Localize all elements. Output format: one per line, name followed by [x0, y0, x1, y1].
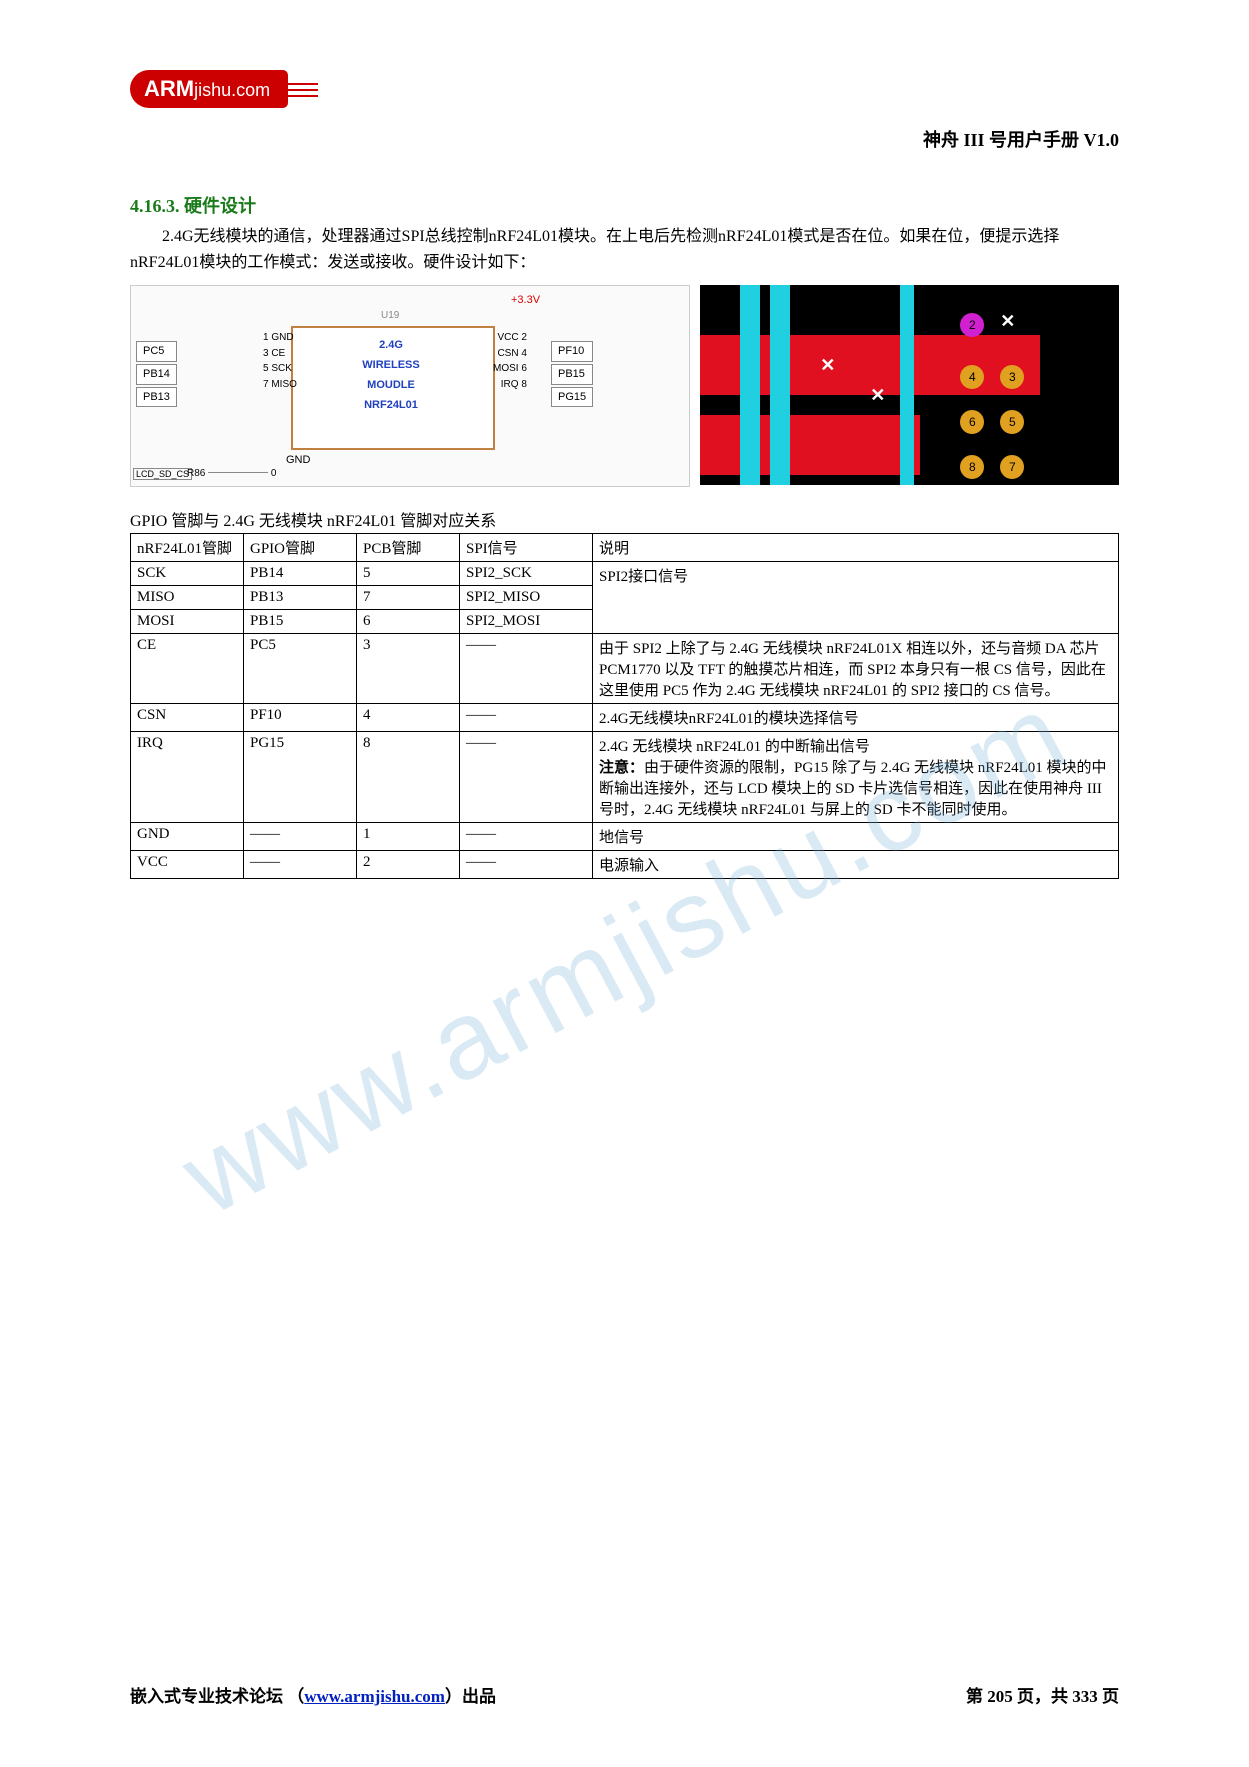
page-footer: 嵌入式专业技术论坛 （www.armjishu.com）出品 第 205 页，共… — [130, 1682, 1119, 1707]
table-cell: PF10 — [244, 704, 357, 732]
pcb-pad: 2 — [960, 313, 984, 337]
table-cell: SPI2接口信号 — [593, 562, 1119, 634]
table-cell: —— — [460, 704, 593, 732]
th: SPI信号 — [460, 534, 593, 562]
table-cell: SPI2_MISO — [460, 586, 593, 610]
table-cell: —— — [460, 634, 593, 704]
th: 说明 — [593, 534, 1119, 562]
logo-arm: ARM — [144, 76, 194, 101]
table-cell: GND — [131, 823, 244, 851]
table-row: VCC——2——电源输入 — [131, 851, 1119, 879]
table-cell: —— — [244, 823, 357, 851]
table-cell: PB14 — [244, 562, 357, 586]
table-cell: 地信号 — [593, 823, 1119, 851]
pcb-pad: 5 — [1000, 410, 1024, 434]
left-signal-labels: PC5 PB14 PB13 — [136, 341, 177, 409]
u-label: U19 — [381, 310, 399, 321]
table-cell: VCC — [131, 851, 244, 879]
th: PCB管脚 — [357, 534, 460, 562]
module-text: 2.4G WIRELESS MOUDLE NRF24L01 — [321, 336, 461, 415]
table-cell: —— — [460, 851, 593, 879]
table-cell: 2 — [357, 851, 460, 879]
gpio-table: nRF24L01管脚 GPIO管脚 PCB管脚 SPI信号 说明 SCKPB14… — [130, 533, 1119, 879]
table-cell: 5 — [357, 562, 460, 586]
table-caption: GPIO 管脚与 2.4G 无线模块 nRF24L01 管脚对应关系 — [130, 507, 1119, 531]
table-cell: —— — [460, 823, 593, 851]
th: nRF24L01管脚 — [131, 534, 244, 562]
table-cell: MOSI — [131, 610, 244, 634]
lcd-cs-label: LCD_SD_CS — [133, 468, 192, 480]
pcb-pad: 7 — [1000, 455, 1024, 479]
table-header-row: nRF24L01管脚 GPIO管脚 PCB管脚 SPI信号 说明 — [131, 534, 1119, 562]
section-heading: 4.16.3. 硬件设计 — [130, 192, 1119, 218]
table-row: SCKPB145SPI2_SCKSPI2接口信号 — [131, 562, 1119, 586]
table-cell: —— — [244, 851, 357, 879]
table-cell: SPI2_SCK — [460, 562, 593, 586]
table-cell: 1 — [357, 823, 460, 851]
pcb-pad: 6 — [960, 410, 984, 434]
table-row: CEPC53——由于 SPI2 上除了与 2.4G 无线模块 nRF24L01X… — [131, 634, 1119, 704]
logo-suffix: jishu.com — [194, 80, 270, 100]
table-cell: 2.4G 无线模块 nRF24L01 的中断输出信号注意：由于硬件资源的限制，P… — [593, 732, 1119, 823]
footer-link[interactable]: www.armjishu.com — [304, 1687, 445, 1706]
body-paragraph: 2.4G无线模块的通信，处理器通过SPI总线控制nRF24L01模块。在上电后先… — [130, 224, 1119, 275]
table-row: IRQPG158——2.4G 无线模块 nRF24L01 的中断输出信号注意：由… — [131, 732, 1119, 823]
table-row: CSNPF104——2.4G无线模块nRF24L01的模块选择信号 — [131, 704, 1119, 732]
table-cell: —— — [460, 732, 593, 823]
vcc-label: +3.3V — [511, 294, 540, 306]
table-cell: 2.4G无线模块nRF24L01的模块选择信号 — [593, 704, 1119, 732]
table-cell: PG15 — [244, 732, 357, 823]
table-cell: PB15 — [244, 610, 357, 634]
pins-left: 1 GND 3 CE 5 SCK 7 MISO — [263, 330, 297, 392]
table-cell: 7 — [357, 586, 460, 610]
table-cell: CSN — [131, 704, 244, 732]
schematic-row: +3.3V U19 2.4G WIRELESS MOUDLE NRF24L01 … — [130, 285, 1119, 487]
table-cell: PC5 — [244, 634, 357, 704]
table-cell: IRQ — [131, 732, 244, 823]
doc-title: 神舟 III 号用户手册 V1.0 — [130, 126, 1119, 152]
table-cell: 电源输入 — [593, 851, 1119, 879]
table-cell: CE — [131, 634, 244, 704]
pcb-image: ✕ ✕ ✕ 2436587 — [700, 285, 1119, 485]
footer-left: 嵌入式专业技术论坛 （www.armjishu.com）出品 — [130, 1682, 496, 1707]
schematic-diagram: +3.3V U19 2.4G WIRELESS MOUDLE NRF24L01 … — [130, 285, 690, 487]
table-cell: 由于 SPI2 上除了与 2.4G 无线模块 nRF24L01X 相连以外，还与… — [593, 634, 1119, 704]
footer-right: 第 205 页，共 333 页 — [966, 1682, 1119, 1707]
table-cell: 4 — [357, 704, 460, 732]
gnd-label: GND — [286, 454, 310, 466]
table-cell: SCK — [131, 562, 244, 586]
pins-right: VCC 2 CSN 4 MOSI 6 IRQ 8 — [493, 330, 527, 392]
pcb-pad: 8 — [960, 455, 984, 479]
table-cell: 3 — [357, 634, 460, 704]
resistor-label: R86 0 — [187, 468, 276, 479]
table-cell: MISO — [131, 586, 244, 610]
table-cell: 8 — [357, 732, 460, 823]
table-row: GND——1——地信号 — [131, 823, 1119, 851]
table-cell: PB13 — [244, 586, 357, 610]
table-cell: SPI2_MOSI — [460, 610, 593, 634]
right-signal-labels: PF10 PB15 PG15 — [551, 341, 593, 409]
th: GPIO管脚 — [244, 534, 357, 562]
table-cell: 6 — [357, 610, 460, 634]
site-logo: ARMjishu.com — [130, 70, 288, 108]
